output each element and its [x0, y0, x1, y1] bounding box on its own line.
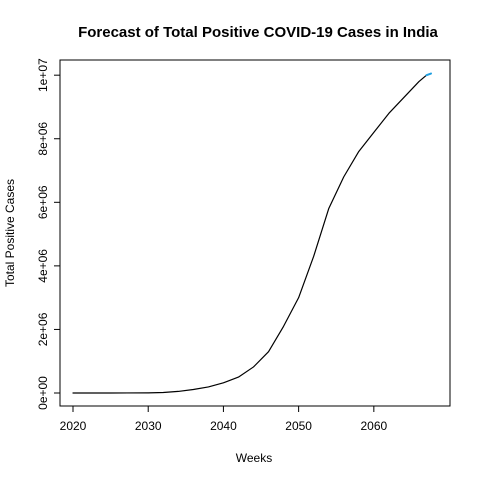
- x-axis-label: Weeks: [236, 451, 272, 465]
- y-tick-label: 6e+06: [36, 185, 50, 219]
- y-tick-label: 0e+00: [36, 376, 50, 410]
- chart-title: Forecast of Total Positive COVID-19 Case…: [78, 24, 438, 41]
- y-tick-label: 8e+06: [36, 122, 50, 156]
- y-axis: 0e+00 2e+06 4e+06 6e+06 8e+06 1e+07: [36, 58, 60, 410]
- x-tick-label: 2050: [285, 419, 312, 433]
- x-tick-label: 2040: [210, 419, 237, 433]
- plot-frame: [59, 59, 451, 407]
- x-tick-label: 2020: [60, 419, 87, 433]
- y-tick-label: 2e+06: [36, 312, 50, 346]
- series-line-history: [72, 74, 428, 394]
- x-axis: 2020 2030 2040 2050 2060: [60, 406, 388, 433]
- series-layer: [72, 72, 432, 394]
- x-tick-label: 2060: [360, 419, 387, 433]
- series-line-forecast: [425, 72, 432, 77]
- y-tick-label: 4e+06: [36, 249, 50, 283]
- y-axis-label: Total Positive Cases: [3, 179, 17, 287]
- x-tick-label: 2030: [135, 419, 162, 433]
- y-tick-label: 1e+07: [36, 58, 50, 92]
